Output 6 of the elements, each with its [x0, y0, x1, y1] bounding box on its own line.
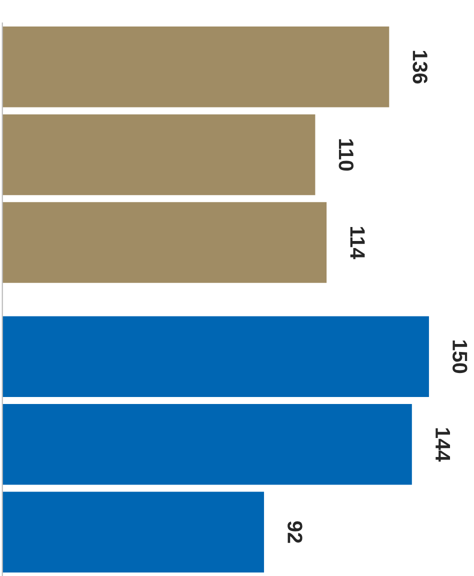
data-label: 150	[452, 340, 468, 374]
data-label: 114	[350, 226, 365, 260]
data-label: 110	[338, 139, 354, 171]
data-label: 92	[288, 521, 302, 543]
data-label: 136	[412, 50, 428, 84]
data-label: 144	[436, 428, 450, 462]
